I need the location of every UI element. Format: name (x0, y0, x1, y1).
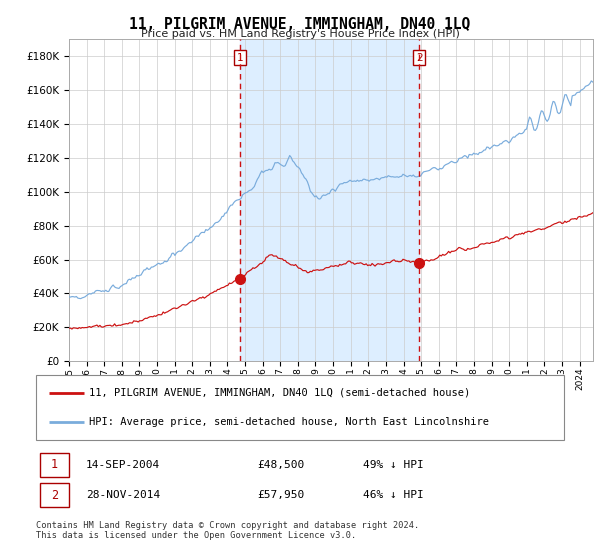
Text: 1: 1 (51, 458, 58, 472)
Text: 14-SEP-2004: 14-SEP-2004 (86, 460, 160, 470)
Text: 46% ↓ HPI: 46% ↓ HPI (364, 490, 424, 500)
Text: Price paid vs. HM Land Registry's House Price Index (HPI): Price paid vs. HM Land Registry's House … (140, 29, 460, 39)
Text: HPI: Average price, semi-detached house, North East Lincolnshire: HPI: Average price, semi-detached house,… (89, 417, 489, 427)
Text: 49% ↓ HPI: 49% ↓ HPI (364, 460, 424, 470)
Text: £57,950: £57,950 (258, 490, 305, 500)
Text: 2: 2 (51, 488, 58, 502)
Text: 28-NOV-2014: 28-NOV-2014 (86, 490, 160, 500)
Text: 1: 1 (236, 53, 243, 63)
Text: Contains HM Land Registry data © Crown copyright and database right 2024.
This d: Contains HM Land Registry data © Crown c… (36, 521, 419, 540)
Text: £48,500: £48,500 (258, 460, 305, 470)
Text: 2: 2 (416, 53, 422, 63)
Text: 11, PILGRIM AVENUE, IMMINGHAM, DN40 1LQ (semi-detached house): 11, PILGRIM AVENUE, IMMINGHAM, DN40 1LQ … (89, 388, 470, 398)
Text: 11, PILGRIM AVENUE, IMMINGHAM, DN40 1LQ: 11, PILGRIM AVENUE, IMMINGHAM, DN40 1LQ (130, 17, 470, 32)
Bar (240, 39, 419, 361)
FancyBboxPatch shape (36, 375, 564, 440)
FancyBboxPatch shape (40, 452, 69, 477)
FancyBboxPatch shape (40, 483, 69, 507)
